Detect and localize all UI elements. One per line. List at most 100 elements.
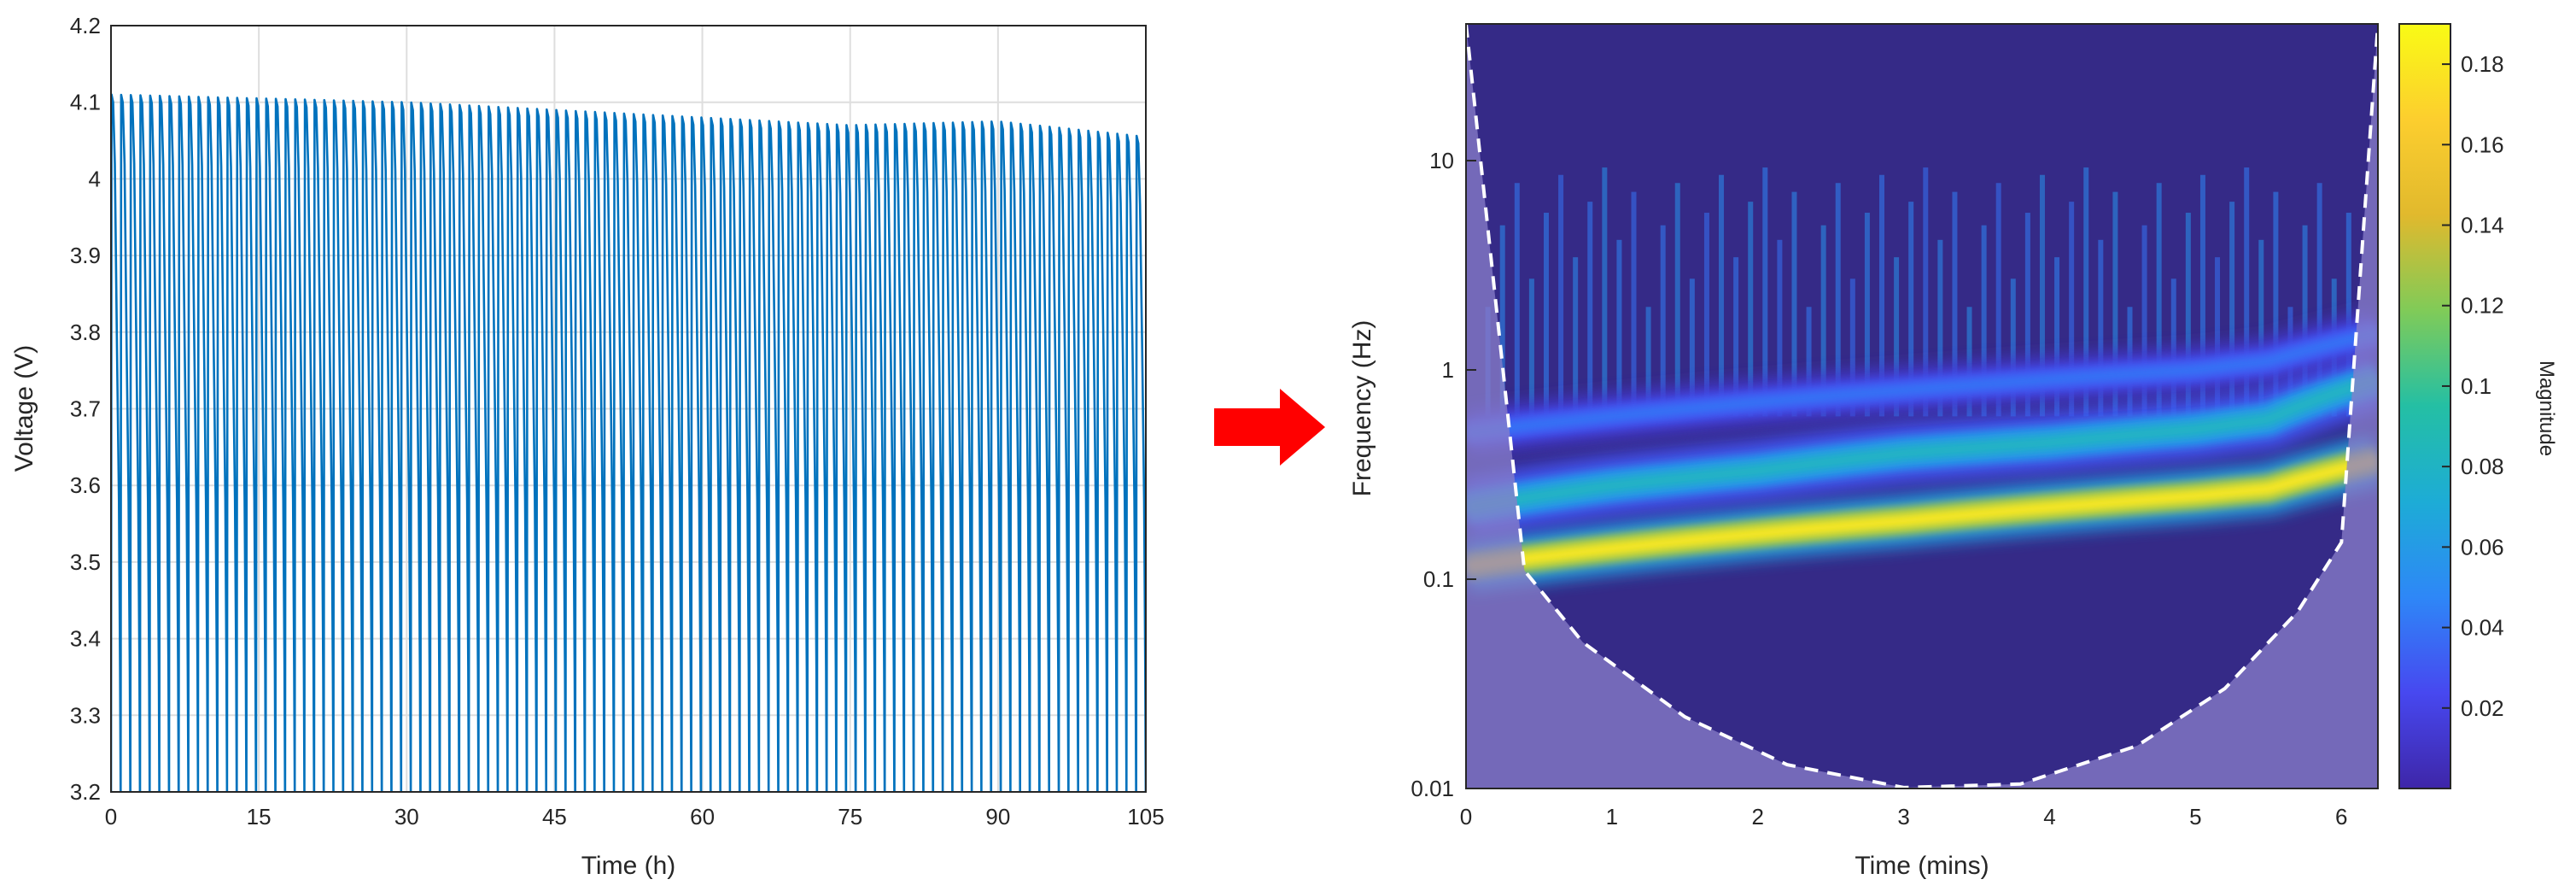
streak [2302, 225, 2308, 417]
streak [1703, 213, 1709, 417]
streak [2156, 183, 2162, 417]
streak [1864, 213, 1870, 417]
streak [1879, 174, 1885, 417]
colorbar-tick-label: 0.08 [2461, 454, 2504, 479]
right-plot-frame [1465, 23, 2379, 789]
streak [1923, 167, 1929, 417]
streak [2273, 191, 2279, 417]
streak [2215, 257, 2221, 417]
streak [1645, 307, 1651, 417]
left-y-tick-label: 3.2 [70, 779, 101, 805]
right-ticks: 0 1 2 3 4 5 6 0.01 0.1 1 10 [1411, 148, 2347, 829]
streak [1762, 167, 1768, 417]
left-y-tick-label: 4.2 [70, 13, 101, 38]
streak [1748, 202, 1754, 417]
voltage-chart: 0 15 30 45 60 75 90 105 3.2 3.3 3.4 3.5 3.6 3.7 3.8 3.9… [10, 13, 1165, 880]
streak [1616, 239, 1622, 417]
streak [1835, 183, 1841, 417]
streak [1908, 202, 1914, 417]
right-x-tick-label: 4 [2043, 804, 2055, 829]
streak [2258, 239, 2264, 417]
right-x-tick-label: 6 [2335, 804, 2347, 829]
right-x-tick-label: 1 [1606, 804, 1618, 829]
colorbar-tick-label: 0.18 [2461, 51, 2504, 77]
streak [2039, 174, 2045, 417]
streak [2244, 167, 2250, 417]
right-x-tick-label: 5 [2189, 804, 2201, 829]
scalogram-content [1466, 24, 2378, 788]
streak [1820, 225, 1826, 417]
coi-boundary [1466, 24, 2378, 788]
left-y-tick-label: 3.8 [70, 319, 101, 345]
streak [2185, 213, 2191, 417]
colorbar-ticks: 0.02 0.04 0.06 0.08 0.1 0.12 0.14 0.16 0.18 [2442, 51, 2504, 721]
colorbar-tick-label: 0.12 [2461, 293, 2504, 319]
streak [1499, 225, 1505, 417]
colorbar-tick-label: 0.14 [2461, 213, 2504, 238]
right-y-axis-label: Frequency (Hz) [1348, 320, 1376, 497]
right-y-tick-label: 0.1 [1423, 566, 1454, 592]
streak [2083, 167, 2089, 417]
streak [1995, 183, 2001, 417]
left-x-tick-label: 45 [542, 804, 567, 829]
streak [1573, 257, 1579, 417]
streak [2199, 174, 2205, 417]
scalogram-chart: 0 1 2 3 4 5 6 0.01 0.1 1 10 Time (mins) Frequency … [1348, 23, 2558, 880]
streak [1528, 278, 1534, 417]
streak [2112, 191, 2118, 417]
transient-streaks [1485, 167, 2351, 417]
left-x-tick-label: 90 [985, 804, 1010, 829]
colorbar-tick-label: 0.1 [2461, 373, 2491, 399]
left-x-tick-label: 30 [394, 804, 419, 829]
streak [1849, 278, 1855, 417]
right-x-tick-label: 3 [1897, 804, 1909, 829]
colorbar-gradient [2398, 23, 2451, 789]
ridge-core [1466, 454, 2378, 573]
streak [2229, 202, 2235, 417]
streak [1806, 307, 1812, 417]
left-x-tick-label: 60 [690, 804, 715, 829]
colorbar-label: Magnitude [2535, 361, 2558, 456]
colorbar-tick-label: 0.16 [2461, 132, 2504, 157]
streak [1733, 257, 1739, 417]
streak [1558, 174, 1564, 417]
streak [1660, 225, 1666, 417]
streak [1777, 239, 1783, 417]
streak [1966, 307, 1972, 417]
right-y-tick-label: 1 [1442, 357, 1454, 383]
voltage-line [111, 93, 1146, 792]
streak [1719, 174, 1725, 417]
streak [1543, 213, 1549, 417]
streak [2141, 225, 2147, 417]
right-x-tick-label: 2 [1752, 804, 1764, 829]
left-x-tick-label: 75 [838, 804, 862, 829]
streak [1981, 225, 1987, 417]
streak [2069, 202, 2075, 417]
left-y-tick-label: 4 [89, 166, 101, 191]
streak [1631, 191, 1637, 417]
streak [2024, 213, 2030, 417]
streak [2345, 213, 2351, 417]
colorbar-tick-label: 0.06 [2461, 534, 2504, 560]
streak [1514, 183, 1520, 417]
left-x-axis-label: Time (h) [581, 852, 676, 880]
left-y-tick-label: 4.1 [70, 90, 101, 115]
streak [1791, 191, 1797, 417]
streak [2316, 183, 2322, 417]
left-y-tick-label: 3.5 [70, 549, 101, 575]
streak [1689, 278, 1695, 417]
streak [1894, 257, 1900, 417]
left-y-axis-label: Voltage (V) [10, 345, 38, 472]
streak [2098, 239, 2104, 417]
left-x-tick-label: 0 [105, 804, 117, 829]
right-x-axis-label: Time (mins) [1855, 852, 1989, 880]
left-ticks: 0 15 30 45 60 75 90 105 3.2 3.3 3.4 3.5 3.6 3.7 3.8 3.9… [70, 13, 1165, 829]
left-x-tick-label: 15 [247, 804, 272, 829]
ridge-core [1466, 327, 2378, 439]
right-y-tick-label: 10 [1429, 148, 1454, 173]
colorbar: 0.02 0.04 0.06 0.08 0.1 0.12 0.14 0.16 0.18 Magn… [2398, 23, 2558, 789]
left-y-tick-label: 3.7 [70, 396, 101, 422]
coi-shade [1466, 24, 2378, 788]
colorbar-tick-label: 0.02 [2461, 695, 2504, 721]
